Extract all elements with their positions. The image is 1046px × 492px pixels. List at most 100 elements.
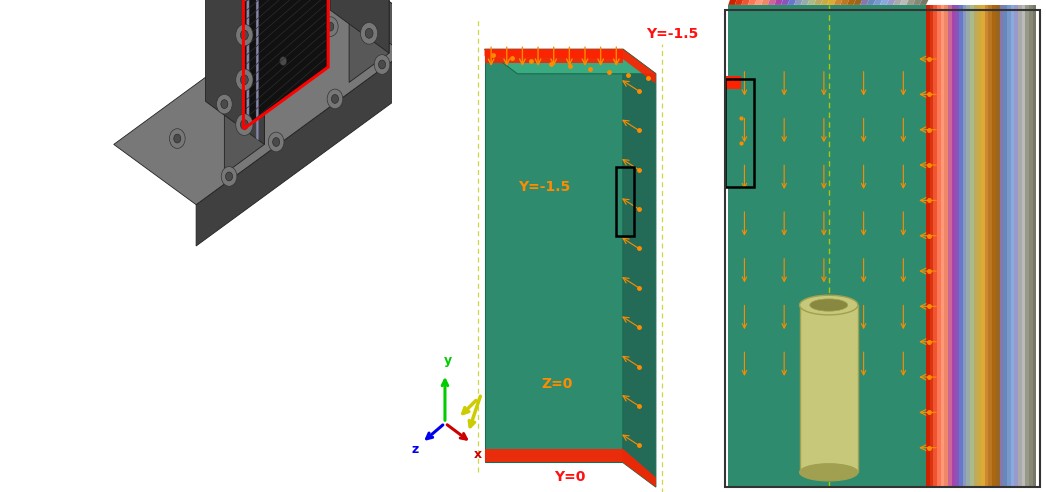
Circle shape <box>379 60 386 69</box>
Polygon shape <box>484 49 656 74</box>
Polygon shape <box>349 0 432 74</box>
Ellipse shape <box>810 299 847 311</box>
Bar <box>940 5 945 487</box>
Polygon shape <box>860 0 896 5</box>
Text: Y=0: Y=0 <box>554 470 586 484</box>
Bar <box>967 5 970 487</box>
Polygon shape <box>781 0 817 5</box>
Bar <box>1029 5 1032 487</box>
Polygon shape <box>484 49 656 84</box>
Bar <box>1015 5 1018 487</box>
Polygon shape <box>728 5 926 487</box>
Polygon shape <box>243 0 328 129</box>
Circle shape <box>273 138 279 147</box>
Circle shape <box>217 94 232 114</box>
Text: y: y <box>445 354 452 367</box>
Circle shape <box>322 17 338 36</box>
Bar <box>955 5 959 487</box>
Polygon shape <box>114 0 432 205</box>
Circle shape <box>241 30 248 40</box>
Polygon shape <box>873 0 910 5</box>
Polygon shape <box>814 0 850 5</box>
Polygon shape <box>247 0 249 133</box>
Polygon shape <box>847 0 883 5</box>
Polygon shape <box>919 0 956 5</box>
Bar <box>1025 5 1029 487</box>
Bar <box>962 5 967 487</box>
Bar <box>996 5 1000 487</box>
Polygon shape <box>256 0 258 140</box>
Polygon shape <box>854 0 890 5</box>
Text: Z=0: Z=0 <box>542 377 572 391</box>
Polygon shape <box>754 0 791 5</box>
Polygon shape <box>761 0 797 5</box>
Bar <box>725 79 742 187</box>
Polygon shape <box>880 0 916 5</box>
Polygon shape <box>893 0 929 5</box>
Polygon shape <box>801 0 837 5</box>
Circle shape <box>332 94 339 103</box>
Circle shape <box>279 57 287 65</box>
Bar <box>1018 5 1022 487</box>
Polygon shape <box>484 449 622 462</box>
Bar <box>926 5 930 487</box>
Polygon shape <box>794 0 831 5</box>
Bar <box>985 5 988 487</box>
Polygon shape <box>774 0 811 5</box>
Bar <box>988 5 993 487</box>
Polygon shape <box>748 0 784 5</box>
Circle shape <box>374 55 390 74</box>
Circle shape <box>174 134 181 143</box>
Circle shape <box>226 172 232 181</box>
Bar <box>970 5 974 487</box>
Bar <box>974 5 977 487</box>
Bar <box>948 5 952 487</box>
Polygon shape <box>622 449 656 487</box>
Polygon shape <box>224 0 265 174</box>
Circle shape <box>241 120 248 129</box>
Polygon shape <box>484 49 622 462</box>
Bar <box>725 79 754 187</box>
Bar <box>1007 5 1010 487</box>
Ellipse shape <box>799 463 858 481</box>
Bar <box>1022 5 1025 487</box>
Circle shape <box>235 24 253 46</box>
Bar <box>977 5 981 487</box>
Bar <box>945 5 948 487</box>
Bar <box>1032 5 1037 487</box>
Bar <box>1010 5 1015 487</box>
Text: Y=-1.5: Y=-1.5 <box>518 180 570 194</box>
Polygon shape <box>906 0 942 5</box>
Ellipse shape <box>799 295 858 315</box>
Bar <box>1003 5 1007 487</box>
Polygon shape <box>913 0 949 5</box>
Polygon shape <box>205 0 265 144</box>
Bar <box>937 5 940 487</box>
Polygon shape <box>808 0 844 5</box>
Bar <box>952 5 955 487</box>
Bar <box>981 5 985 487</box>
Polygon shape <box>834 0 870 5</box>
Text: x: x <box>474 448 482 461</box>
Polygon shape <box>197 32 432 246</box>
Polygon shape <box>484 49 622 63</box>
Circle shape <box>222 167 236 186</box>
Polygon shape <box>728 0 765 5</box>
Circle shape <box>326 22 334 31</box>
Circle shape <box>241 75 248 85</box>
Bar <box>616 167 635 236</box>
Circle shape <box>327 89 343 109</box>
Circle shape <box>235 114 253 135</box>
Text: Y=-1.5: Y=-1.5 <box>646 28 699 41</box>
Circle shape <box>235 0 253 1</box>
Bar <box>799 305 858 472</box>
Polygon shape <box>735 0 771 5</box>
Polygon shape <box>827 0 863 5</box>
Bar <box>725 76 742 89</box>
Circle shape <box>275 51 291 71</box>
Polygon shape <box>768 0 804 5</box>
Circle shape <box>221 100 228 109</box>
Circle shape <box>365 29 373 38</box>
Polygon shape <box>349 0 389 82</box>
Polygon shape <box>622 49 656 487</box>
